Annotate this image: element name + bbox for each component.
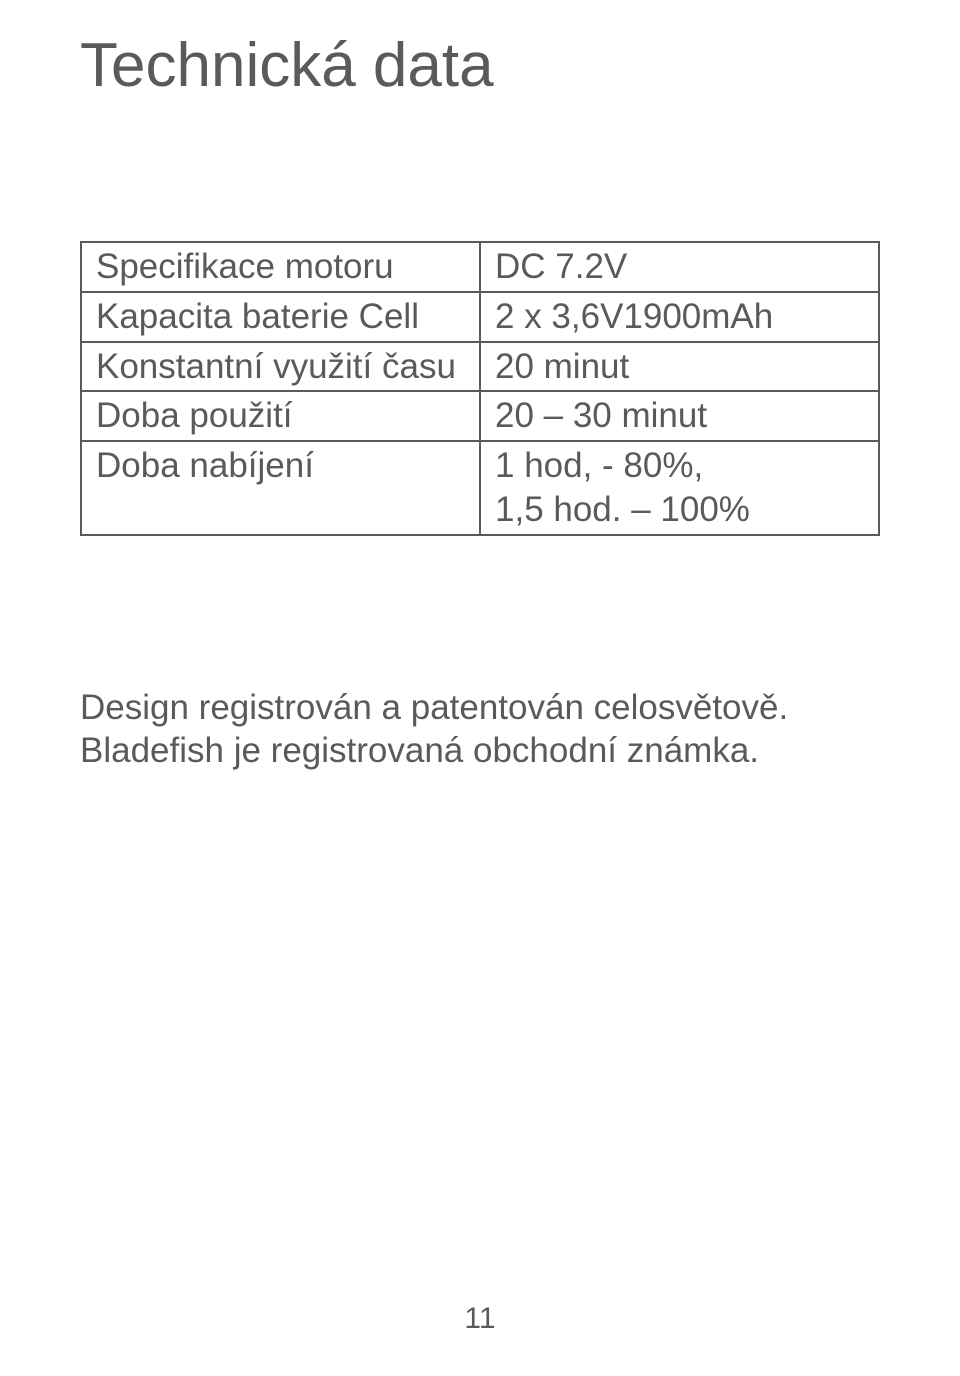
table-row: Doba nabíjení 1 hod, - 80%,1,5 hod. – 10… xyxy=(81,441,879,535)
spec-label: Doba použití xyxy=(81,391,480,441)
spec-value: 1 hod, - 80%,1,5 hod. – 100% xyxy=(480,441,879,535)
spec-value: 20 – 30 minut xyxy=(480,391,879,441)
document-page: Technická data Specifikace motoru DC 7.2… xyxy=(0,0,960,1376)
footer-line-1: Design registrován a patentován celosvět… xyxy=(80,686,880,730)
spec-value: 2 x 3,6V1900mAh xyxy=(480,292,879,342)
page-number: 11 xyxy=(0,1302,960,1336)
spec-label: Kapacita baterie Cell xyxy=(81,292,480,342)
table-row: Kapacita baterie Cell 2 x 3,6V1900mAh xyxy=(81,292,879,342)
spec-label: Specifikace motoru xyxy=(81,242,480,292)
table-row: Konstantní využití času 20 minut xyxy=(81,342,879,392)
table-row: Specifikace motoru DC 7.2V xyxy=(81,242,879,292)
spec-table: Specifikace motoru DC 7.2V Kapacita bate… xyxy=(80,241,880,536)
spec-value: DC 7.2V xyxy=(480,242,879,292)
footer-line-2: Bladefish je registrovaná obchodní známk… xyxy=(80,729,880,773)
spec-value: 20 minut xyxy=(480,342,879,392)
spec-label: Doba nabíjení xyxy=(81,441,480,535)
table-row: Doba použití 20 – 30 minut xyxy=(81,391,879,441)
spec-label: Konstantní využití času xyxy=(81,342,480,392)
footer-text: Design registrován a patentován celosvět… xyxy=(80,686,880,774)
page-title: Technická data xyxy=(80,30,880,101)
